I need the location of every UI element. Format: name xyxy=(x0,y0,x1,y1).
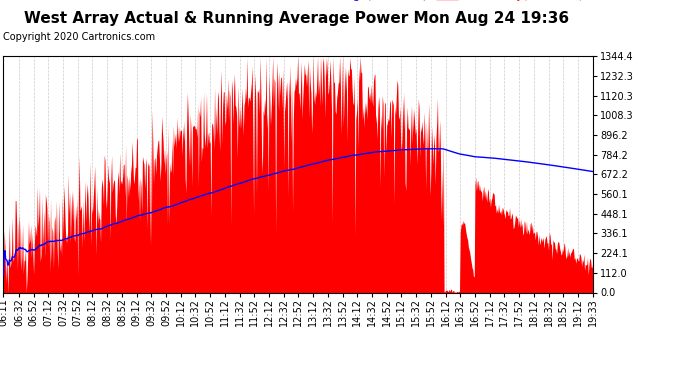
Text: Copyright 2020 Cartronics.com: Copyright 2020 Cartronics.com xyxy=(3,32,155,42)
Text: West Array Actual & Running Average Power Mon Aug 24 19:36: West Array Actual & Running Average Powe… xyxy=(24,11,569,26)
Legend: Average(DC Watts), West Array(DC Watts): Average(DC Watts), West Array(DC Watts) xyxy=(290,0,588,5)
